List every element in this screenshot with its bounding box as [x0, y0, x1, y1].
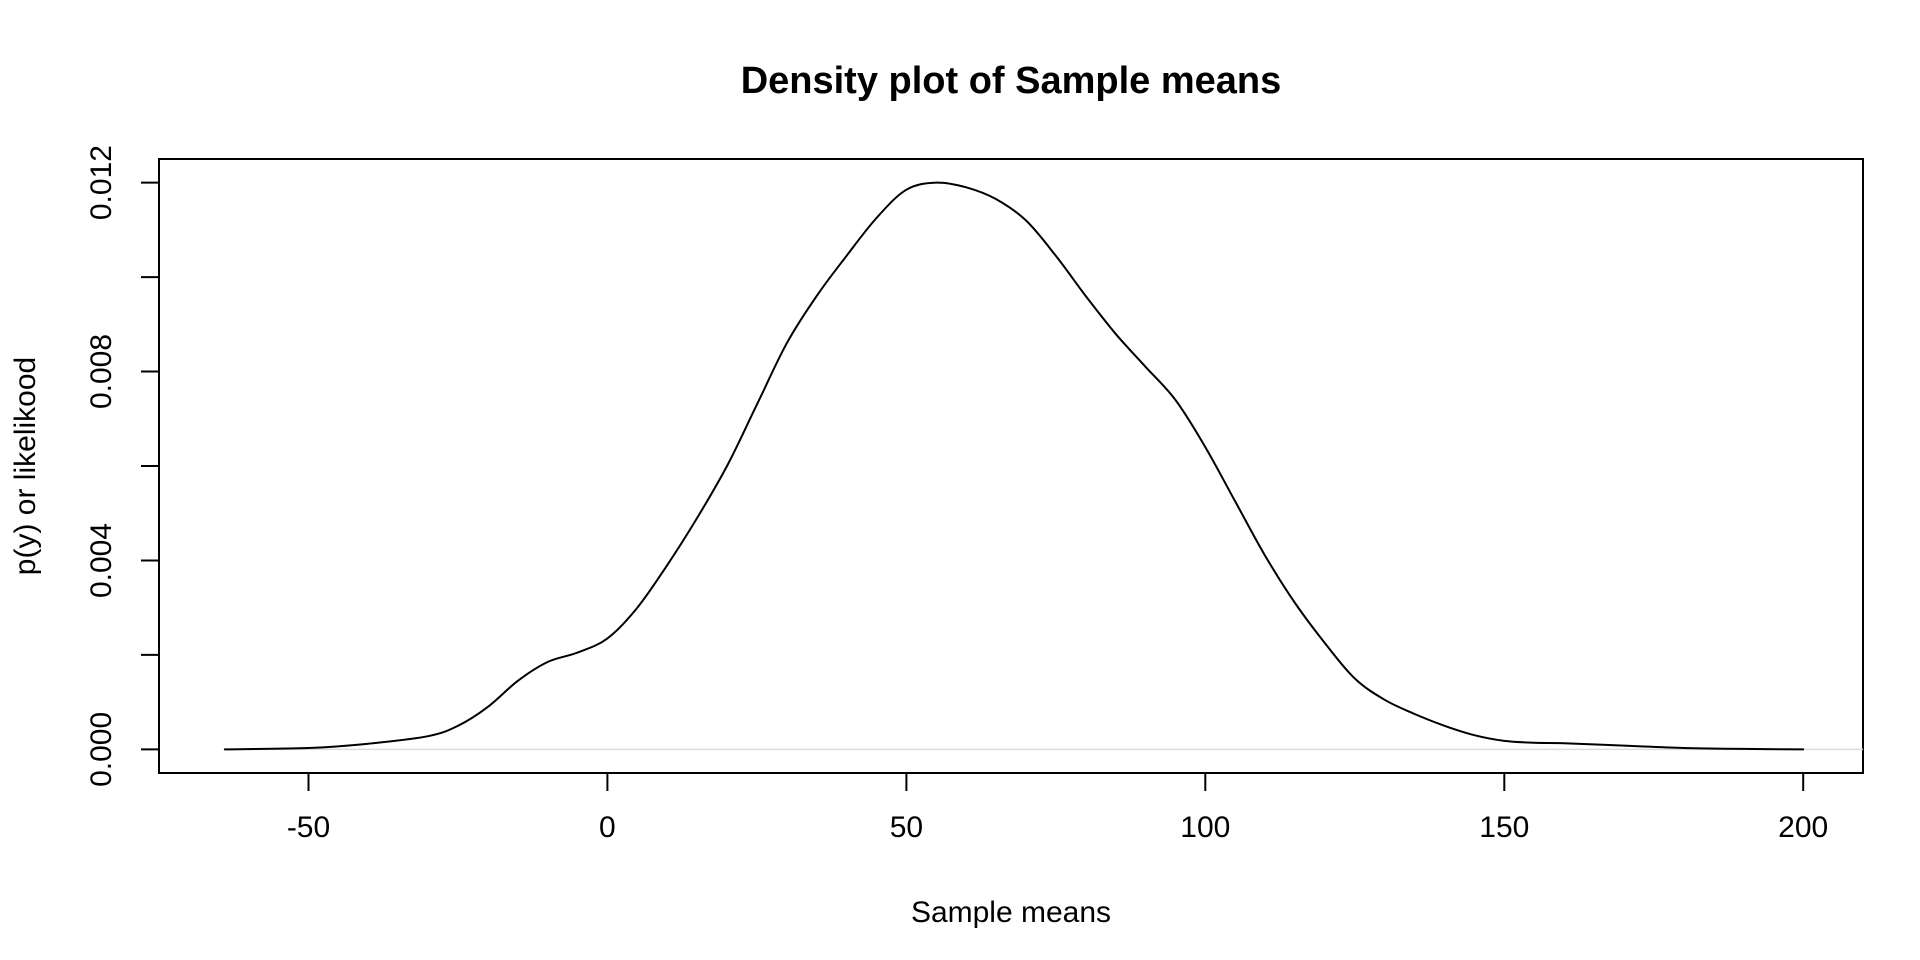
- x-tick-label: 100: [1180, 811, 1230, 844]
- y-tick-label: 0.004: [85, 523, 118, 598]
- plot-frame: [158, 158, 1864, 774]
- y-tick-label: 0.008: [85, 334, 118, 409]
- y-tick-label: 0.000: [85, 712, 118, 787]
- x-tick-label: -50: [287, 811, 330, 844]
- y-axis: 0.000 0.004 0.008 0.012: [85, 145, 160, 787]
- x-axis-label: Sample means: [911, 896, 1111, 929]
- y-tick-label: 0.012: [85, 145, 118, 220]
- density-line: [223, 181, 1805, 751]
- x-tick-label: 150: [1479, 811, 1529, 844]
- x-tick-label: 0: [599, 811, 616, 844]
- x-tick-label: 50: [890, 811, 923, 844]
- chart-title: Density plot of Sample means: [741, 60, 1282, 102]
- x-tick-label: 200: [1778, 811, 1828, 844]
- x-axis: -50 0 50 100 150 200: [287, 772, 1828, 844]
- y-axis-label: p(y) or likelikood: [9, 357, 42, 575]
